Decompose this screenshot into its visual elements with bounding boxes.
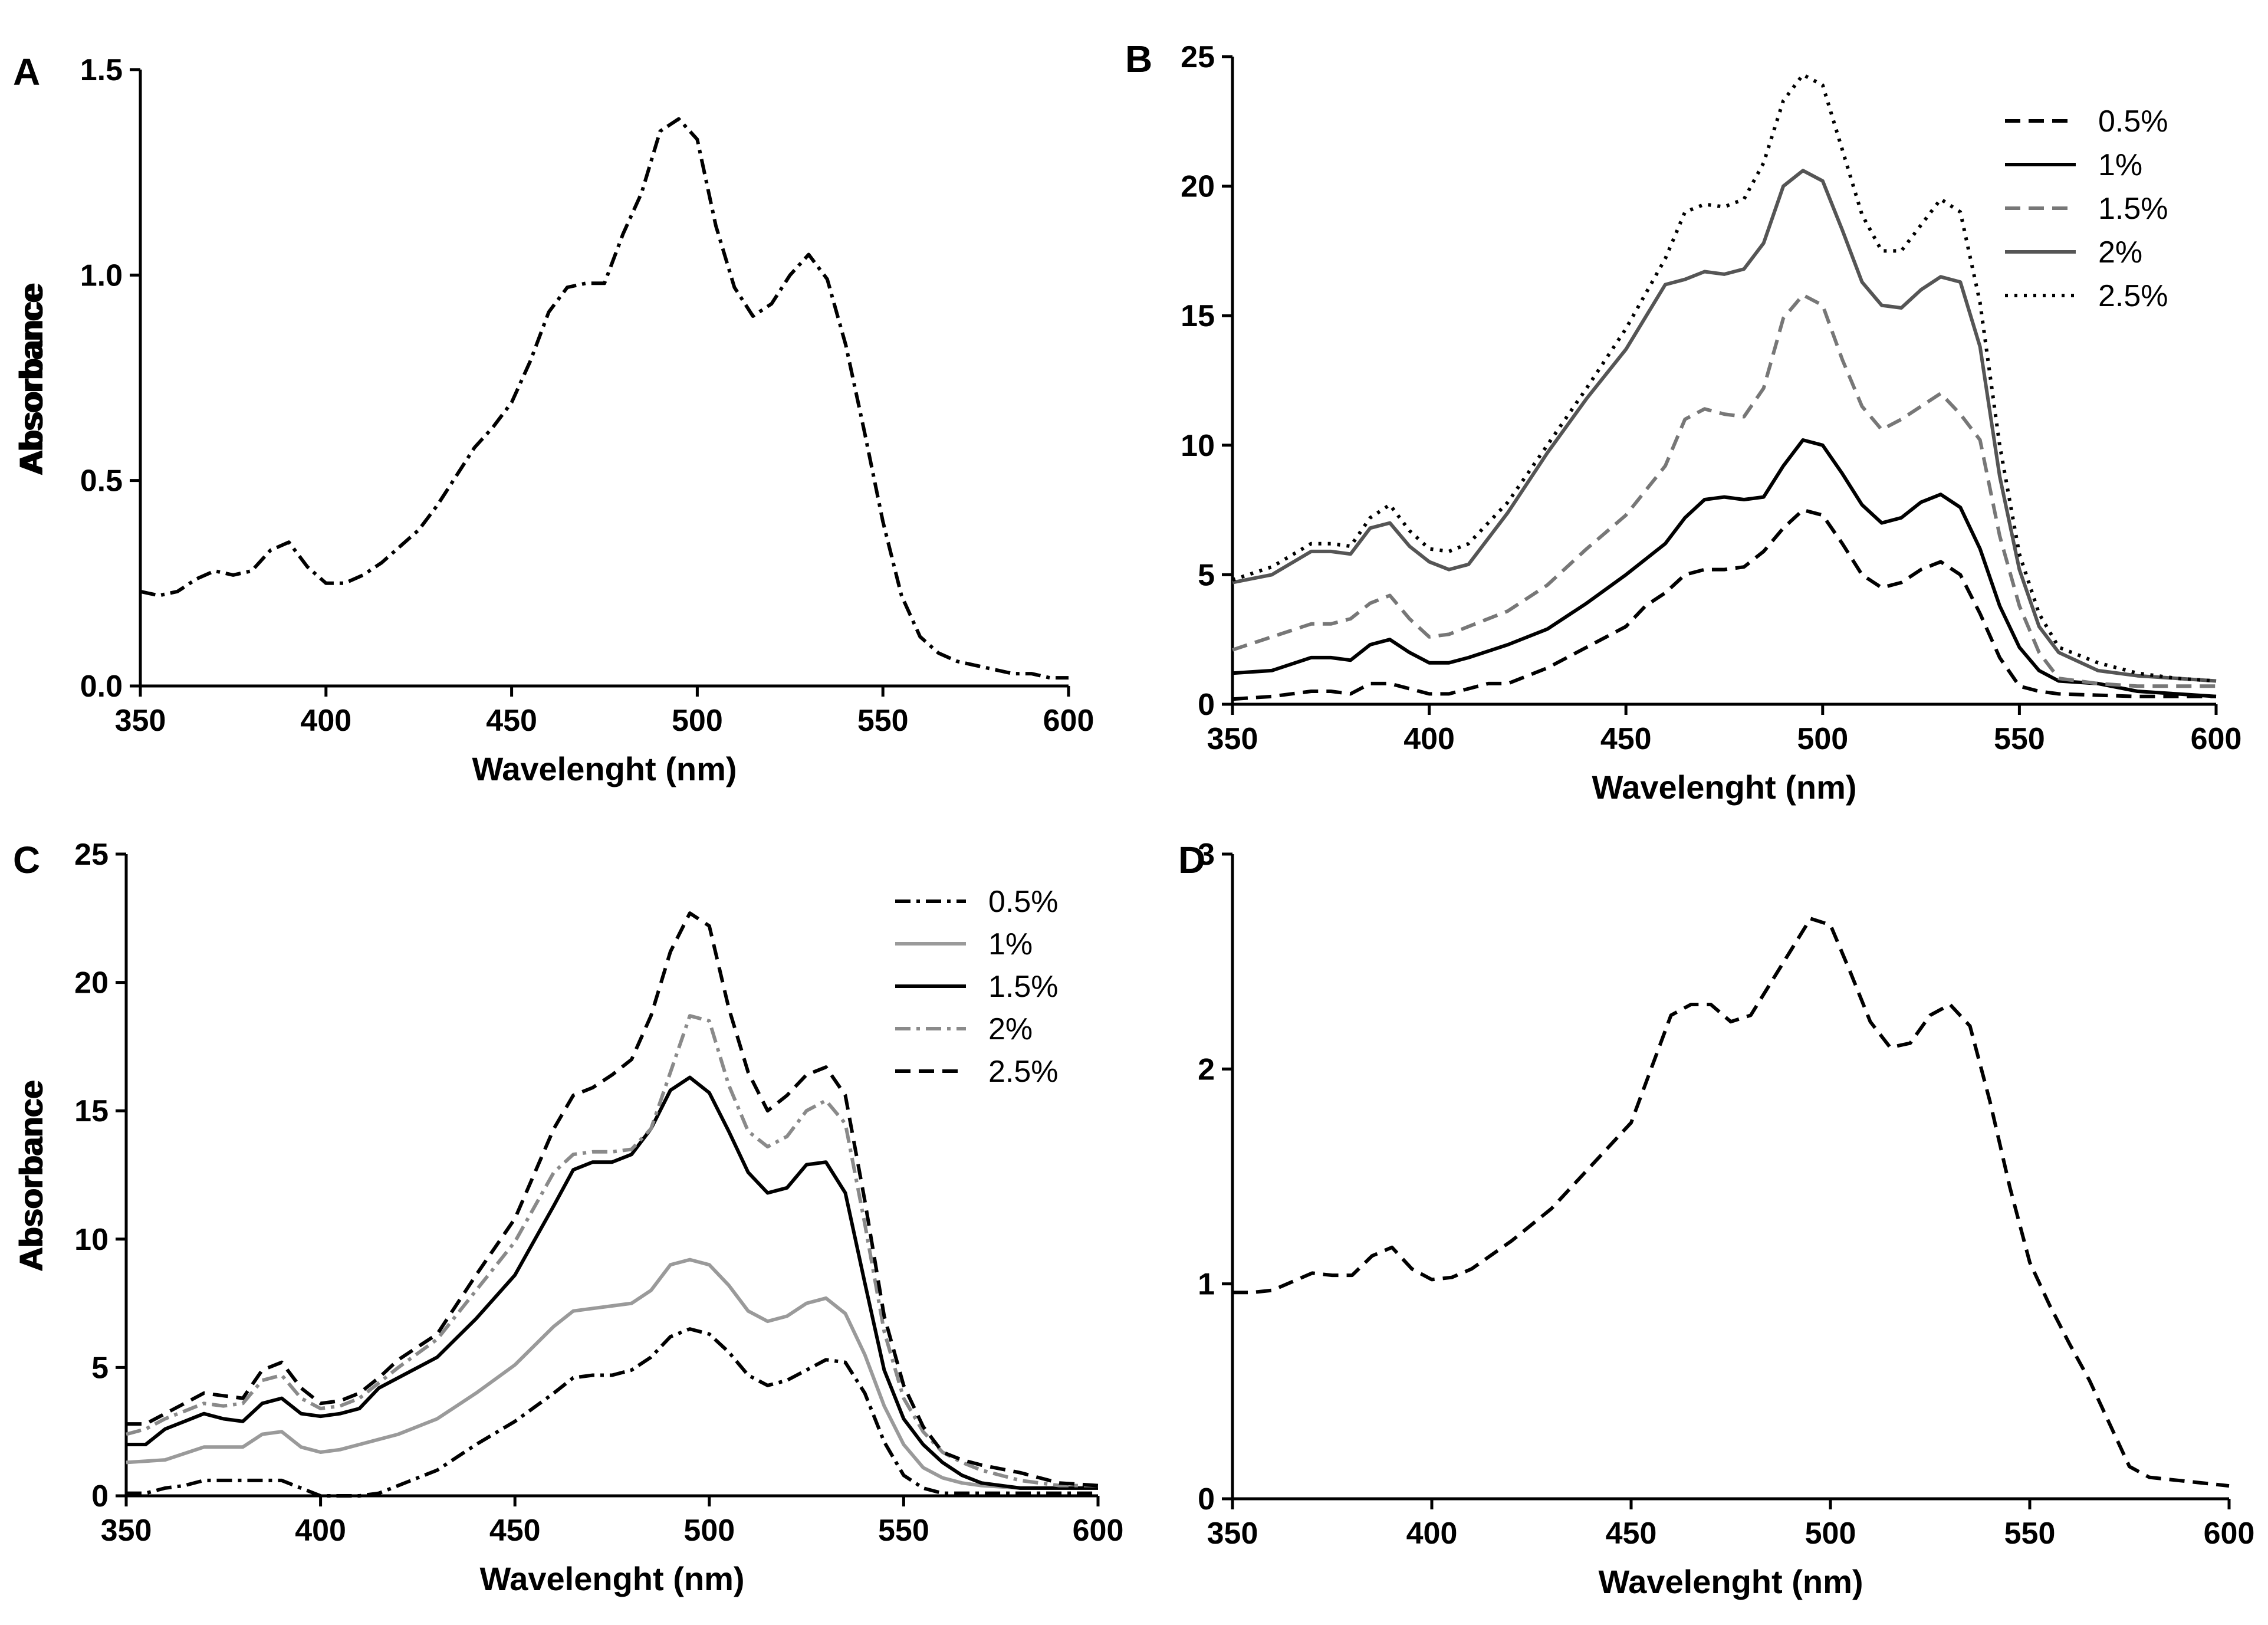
x-tick-label: 450 <box>486 704 537 738</box>
series-line-2 <box>126 1075 1098 1490</box>
y-tick-label: 5 <box>1198 558 1215 592</box>
x-axis-title: Wavelenght (nm) <box>479 1560 744 1597</box>
x-tick-label: 450 <box>1600 722 1652 756</box>
x-tick-label: 350 <box>1207 1516 1258 1551</box>
series-line-0 <box>1232 508 2216 701</box>
series-line-3 <box>1232 169 2217 683</box>
legend-label-0: 0.5% <box>988 885 1059 919</box>
panel-d: D 350 400 450 500 550 600 0 1 2 3 Wavelenght (nm) Ab… <box>12 838 2254 1600</box>
legend-label-3: 2% <box>2098 235 2142 270</box>
y-tick-label: 5 <box>91 1351 109 1385</box>
x-tick-label: 550 <box>2004 1516 2056 1551</box>
y-tick-label: 10 <box>1181 429 1215 463</box>
series-line-4 <box>126 911 1099 1488</box>
panel-letter: D <box>1178 839 1205 881</box>
legend-label-4: 2.5% <box>2098 279 2168 313</box>
legend-label-0: 0.5% <box>2098 104 2168 139</box>
y-tick-label: 0 <box>1198 1482 1215 1516</box>
x-tick-label: 550 <box>1994 722 2045 756</box>
y-tick-label: 10 <box>74 1223 109 1257</box>
y-tick-label: 0.5 <box>80 464 123 498</box>
y-tick-label: 1 <box>1198 1268 1215 1302</box>
x-tick-label: 600 <box>2204 1516 2255 1551</box>
x-tick-label: 400 <box>1406 1516 1458 1551</box>
y-tick-label: 25 <box>74 838 109 872</box>
legend-label-2: 1.5% <box>2098 192 2168 226</box>
legend-label-4: 2.5% <box>988 1055 1059 1089</box>
panel-b: B 350 400 450 500 550 600 0 5 10 15 20 25 Wavelenght … <box>12 38 2241 806</box>
series-line-0 <box>1232 917 2230 1488</box>
y-tick-label: 2 <box>1198 1052 1215 1086</box>
series-line-0 <box>140 117 1069 680</box>
y-tick-label: 0 <box>91 1479 109 1514</box>
x-tick-label: 550 <box>857 704 909 738</box>
y-axis-title: Absorbance <box>12 285 50 476</box>
y-tick-label: 20 <box>74 966 109 1000</box>
x-tick-label: 600 <box>1043 704 1094 738</box>
x-tick-label: 400 <box>1403 722 1455 756</box>
y-tick-label: 3 <box>1198 838 1215 872</box>
x-tick-label: 450 <box>1606 1516 1657 1551</box>
y-axis-title: Absorbance <box>12 1081 50 1272</box>
x-tick-label: 600 <box>2191 722 2242 756</box>
x-tick-label: 350 <box>1207 722 1258 756</box>
x-tick-label: 500 <box>1797 722 1848 756</box>
y-tick-label: 20 <box>1181 170 1215 204</box>
legend-label-3: 2% <box>988 1012 1033 1046</box>
series-line-4 <box>1232 73 2217 683</box>
panel-letter: C <box>13 839 40 881</box>
y-tick-label: 1.5 <box>80 53 123 87</box>
x-tick-label: 550 <box>878 1514 929 1548</box>
y-tick-label: 15 <box>1181 299 1215 333</box>
y-tick-label: 0 <box>1198 688 1215 722</box>
panel-letter: B <box>1125 38 1152 80</box>
x-tick-label: 500 <box>683 1514 735 1548</box>
y-tick-label: 0.0 <box>80 669 123 704</box>
legend-label-1: 1% <box>2098 148 2142 182</box>
panel-letter: A <box>13 51 40 93</box>
x-tick-label: 400 <box>300 704 351 738</box>
y-tick-label: 1.0 <box>80 258 123 293</box>
series-line-1 <box>126 1258 1098 1490</box>
legend: 0.5% 1% 1.5% 2% 2.5% <box>2005 104 2168 313</box>
panel-a: A 350 400 450 500 550 600 0.0 0.5 1.0 1.5 Wavelengh… <box>12 51 1094 787</box>
legend-label-1: 1% <box>988 927 1033 961</box>
x-axis-title: Wavelenght (nm) <box>1598 1563 1863 1600</box>
x-tick-label: 350 <box>115 704 166 738</box>
series-line-0 <box>126 1327 1098 1498</box>
legend: 0.5% 1% 1.5% 2% 2.5% <box>895 885 1059 1089</box>
y-tick-label: 15 <box>74 1094 109 1128</box>
x-tick-label: 400 <box>295 1514 346 1548</box>
x-tick-label: 500 <box>1805 1516 1856 1551</box>
x-tick-label: 450 <box>489 1514 541 1548</box>
x-tick-label: 350 <box>101 1514 152 1548</box>
x-axis-title: Wavelenght (nm) <box>1592 769 1856 806</box>
y-axis-title: Absorbance <box>12 1079 50 1271</box>
y-tick-label: 25 <box>1181 40 1215 74</box>
panel-c: C 350 400 450 500 550 600 0 5 10 15 20 25 Wavelenght … <box>12 838 1123 1597</box>
x-axis-title: Wavelenght (nm) <box>472 750 737 787</box>
x-tick-label: 600 <box>1073 1514 1124 1548</box>
y-axis-title: Absorbance <box>12 283 50 474</box>
series-line-1 <box>1232 438 2217 698</box>
x-tick-label: 500 <box>672 704 723 738</box>
series-line-3 <box>126 1014 1098 1488</box>
legend-label-2: 1.5% <box>988 970 1059 1004</box>
